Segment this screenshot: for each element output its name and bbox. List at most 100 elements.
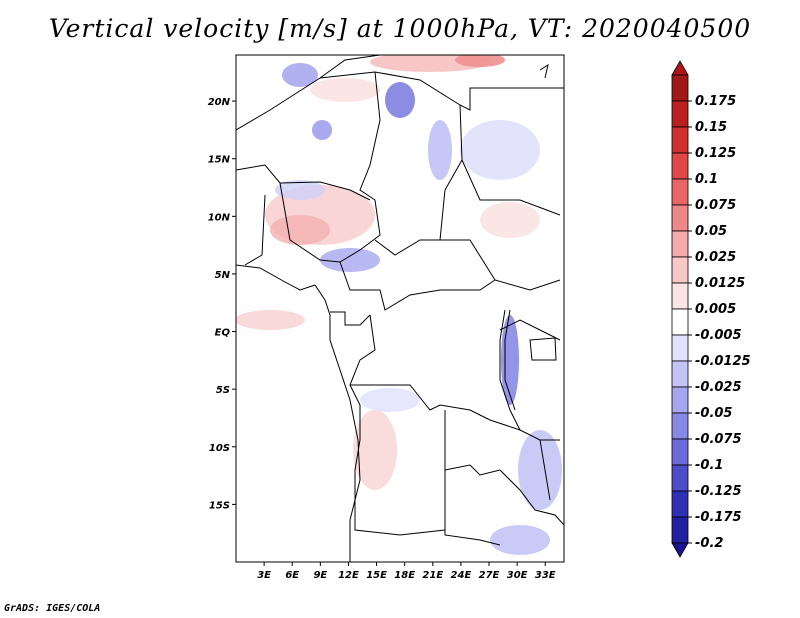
colorbar-label: 0.0125 (695, 276, 745, 291)
colorbar-swatch (671, 282, 689, 310)
latitude-axis: 20N 15N 10N 5N EQ 5S 10S 15S (208, 97, 236, 511)
country-borders (236, 55, 564, 562)
coastline (539, 63, 549, 79)
border-line (499, 469, 564, 526)
lon-tick-label: 27E (479, 570, 500, 581)
colorbar-label: 0.15 (695, 120, 727, 135)
border-line (499, 319, 561, 341)
negative-patch (490, 525, 550, 555)
colorbar-label: -0.005 (695, 328, 742, 343)
colorbar-swatch (671, 256, 689, 284)
map-frame (235, 54, 565, 563)
negative-patch (282, 63, 318, 87)
colorbar-swatch (671, 204, 689, 232)
border-line (444, 470, 501, 546)
lake-tanganyika (499, 309, 521, 431)
longitude-axis: 3E 6E 9E 12E 15E 18E 21E 24E 27E 30E 33E (257, 562, 556, 581)
lon-tick-label: 15E (366, 570, 387, 581)
colorbar-swatch (671, 308, 689, 336)
chart-title: Vertical velocity [m/s] at 1000hPa, VT: … (48, 14, 752, 43)
colorbar-label: 0.1 (695, 172, 718, 187)
colorbar-label: 0.05 (695, 224, 727, 239)
lon-tick-label: 33E (535, 570, 556, 581)
positive-patch (480, 202, 540, 238)
border-line (349, 314, 491, 421)
positive-patch (310, 78, 380, 102)
colorbar-label: -0.075 (695, 432, 742, 447)
positive-patch (353, 410, 397, 490)
negative-patch (360, 388, 420, 412)
colorbar-swatch (671, 386, 689, 414)
colorbar-label: -0.025 (695, 380, 742, 395)
border-line (279, 182, 361, 263)
lon-tick-label: 21E (422, 570, 443, 581)
negative-patch (320, 248, 380, 272)
colorbar-swatch (671, 464, 689, 492)
border-line (489, 419, 560, 441)
colorbar-label: -0.125 (695, 484, 742, 499)
colorbar-label: -0.0125 (695, 354, 751, 369)
colorbar-label: -0.1 (695, 458, 723, 473)
border-line (359, 71, 381, 251)
negative-patch (385, 82, 415, 118)
colorbar-swatch (671, 100, 689, 128)
negative-patch (460, 120, 540, 180)
coastline (236, 264, 316, 291)
credit-label: GrADS: IGES/COLA (4, 603, 101, 614)
colorbar-swatch (671, 438, 689, 466)
colorbar-swatch (671, 74, 689, 102)
border-line (330, 311, 371, 326)
border-line (461, 159, 561, 216)
colorbar-swatch (671, 412, 689, 440)
colorbar-label: 0.025 (695, 250, 736, 265)
colorbar-swatch (671, 178, 689, 206)
colorbar-swatch (671, 126, 689, 154)
coastline (314, 284, 361, 562)
colorbar: 0.175 0.15 0.125 0.1 0.075 0.05 0.025 0.0125 0.0… (671, 60, 751, 558)
lon-tick-label: 24E (451, 570, 472, 581)
colorbar-label: 0.175 (695, 94, 736, 109)
lat-tick-label: 5N (215, 270, 231, 281)
colorbar-swatch (671, 490, 689, 518)
lon-tick-label: 12E (338, 570, 359, 581)
lat-tick-label: 10N (208, 212, 231, 223)
colorbar-label: 0.125 (695, 146, 736, 161)
lake-malawi (539, 439, 551, 501)
colorbar-top-cap (671, 60, 689, 76)
negative-patch (275, 180, 325, 200)
colorbar-swatch (671, 334, 689, 362)
border-line (444, 410, 501, 476)
positive-patch (455, 55, 505, 67)
lat-tick-label: 10S (209, 443, 230, 454)
lon-tick-label: 30E (507, 570, 528, 581)
colorbar-label: -0.175 (695, 510, 742, 525)
negative-patch (428, 120, 452, 180)
colorbar-bottom-cap (671, 542, 689, 558)
colorbar-swatch (671, 152, 689, 180)
border-line (349, 384, 446, 536)
positive-patch (236, 310, 305, 330)
lon-tick-label: 3E (257, 570, 271, 581)
lon-tick-label: 9E (313, 570, 327, 581)
negative-patch (518, 430, 562, 510)
lat-tick-label: 15S (209, 500, 230, 511)
border-line (339, 261, 496, 311)
colorbar-label: -0.2 (695, 536, 723, 551)
colorbar-swatch (671, 516, 689, 544)
border-line (236, 164, 371, 201)
colorbar-label: -0.05 (695, 406, 732, 421)
velocity-field (236, 55, 564, 562)
lat-tick-label: 20N (208, 97, 231, 108)
colorbar-label: 0.075 (695, 198, 736, 213)
lake-tanganyika-shore (504, 309, 516, 411)
lat-tick-label: 5S (216, 385, 230, 396)
colorbar-swatch (671, 230, 689, 258)
colorbar-label: 0.005 (695, 302, 736, 317)
lon-tick-label: 6E (285, 570, 299, 581)
lat-tick-label: EQ (215, 328, 231, 339)
border-line (244, 194, 266, 266)
colorbar-swatch (671, 360, 689, 388)
positive-patch (270, 215, 330, 245)
negative-patch (312, 120, 332, 140)
lat-tick-label: 15N (208, 155, 231, 166)
